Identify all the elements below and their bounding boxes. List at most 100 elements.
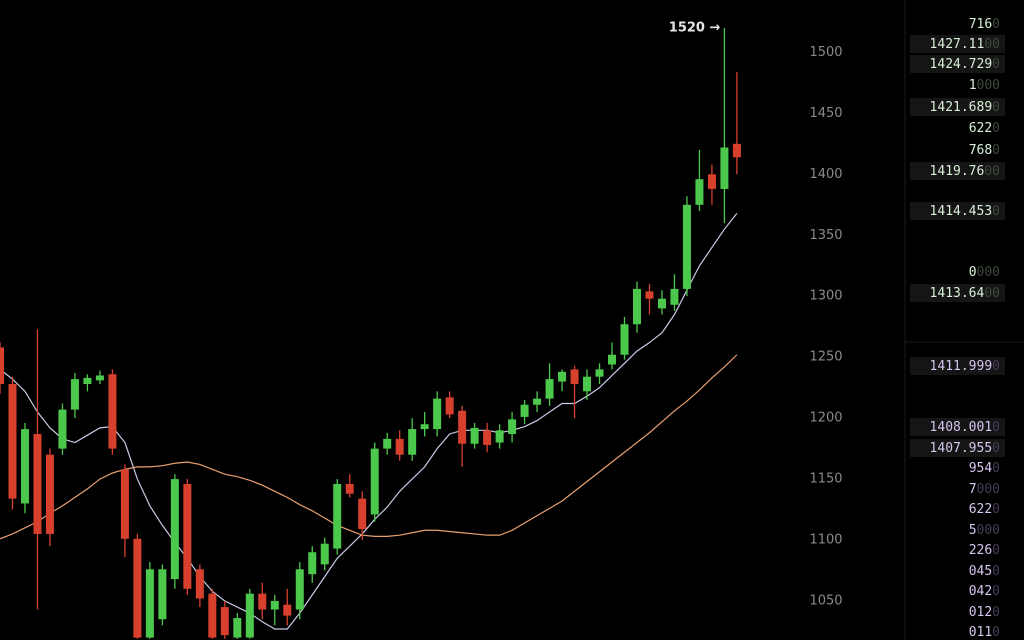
order-value: 6220 [969, 502, 1000, 517]
order-row: 7160 [969, 17, 1000, 32]
order-value-dim: 000 [977, 78, 1000, 93]
order-value: 1413.6400 [930, 286, 1000, 301]
row-highlight [910, 162, 1005, 180]
order-value-main: 1407.955 [930, 441, 993, 456]
candle-body [370, 448, 379, 515]
order-value-dim: 000 [977, 482, 1000, 497]
row-highlight [910, 418, 1005, 436]
order-value-main: 5 [969, 523, 977, 538]
order-value-dim: 0 [992, 625, 1000, 640]
order-value-main: 1419.76 [930, 164, 985, 179]
candle-body [58, 409, 67, 449]
candle-body [720, 147, 729, 189]
candle-body [45, 454, 54, 534]
order-row: 0450 [969, 564, 1000, 579]
candle-body [358, 498, 367, 530]
order-value-dim: 000 [977, 523, 1000, 538]
candle-body [645, 291, 654, 299]
order-value-main: 012 [969, 605, 992, 620]
order-value-main: 1414.453 [930, 204, 993, 219]
order-value-main: 768 [969, 143, 992, 158]
row-highlight [910, 439, 1005, 457]
order-value: 9540 [969, 461, 1000, 476]
order-value-main: 622 [969, 121, 992, 136]
order-row: 1411.9990 [910, 357, 1005, 375]
candle-body [383, 438, 392, 449]
order-row: 1419.7600 [910, 162, 1005, 180]
order-value-dim: 0 [992, 359, 1000, 374]
row-highlight [910, 98, 1005, 116]
candle-body [670, 288, 679, 305]
order-row: 1000 [969, 78, 1000, 93]
order-value: 1421.6890 [930, 100, 1000, 115]
candle-body [120, 469, 129, 539]
order-value: 0120 [969, 605, 1000, 620]
candle-body [308, 552, 317, 575]
row-highlight [910, 202, 1005, 220]
order-value-main: 042 [969, 584, 992, 599]
order-value-dim: 0 [992, 502, 1000, 517]
order-value: 1411.9990 [930, 359, 1000, 374]
candle-body [20, 429, 29, 504]
order-value-dim: 0 [992, 543, 1000, 558]
row-highlight [910, 284, 1005, 302]
order-value-dim: 00 [984, 37, 1000, 52]
annotation: 1520 → [669, 21, 721, 36]
order-row: 1413.6400 [910, 284, 1005, 302]
order-row: 6220 [969, 121, 1000, 136]
candle-body [8, 384, 17, 499]
order-row: 1424.7290 [910, 55, 1005, 73]
candle-body [632, 288, 641, 325]
candle-body [570, 369, 579, 384]
order-row: 0420 [969, 584, 1000, 599]
candle-body [657, 298, 666, 309]
order-row: 6220 [969, 502, 1000, 517]
order-row: 0000 [969, 265, 1000, 280]
order-value: 1414.4530 [930, 204, 1000, 219]
y-tick-label: 1150 [809, 472, 842, 487]
candle-body [33, 433, 42, 534]
order-value: 0420 [969, 584, 1000, 599]
candle-body [695, 179, 704, 205]
candle-body [433, 398, 442, 430]
candle-body [220, 607, 229, 636]
candle-body [170, 479, 179, 580]
candle-body [145, 569, 154, 638]
row-highlight [910, 35, 1005, 53]
y-tick-label: 1250 [809, 350, 842, 365]
candle-body [420, 424, 429, 430]
candle-body [520, 404, 529, 417]
order-value-main: 226 [969, 543, 992, 558]
candle-body [558, 371, 567, 382]
order-value-dim: 0 [992, 204, 1000, 219]
order-value-dim: 00 [984, 164, 1000, 179]
order-value-dim: 0 [992, 17, 1000, 32]
order-value-main: 045 [969, 564, 992, 579]
candle-body [133, 538, 142, 638]
row-highlight [910, 357, 1005, 375]
order-value-dim: 0 [992, 441, 1000, 456]
candle-body [508, 419, 517, 434]
order-value-main: 011 [969, 625, 992, 640]
order-row: 7680 [969, 143, 1000, 158]
order-value: 7160 [969, 17, 1000, 32]
candle-body [245, 593, 254, 638]
candle-body [0, 347, 4, 384]
order-value: 7000 [969, 482, 1000, 497]
order-value: 7680 [969, 143, 1000, 158]
y-tick-label: 1500 [809, 45, 842, 60]
order-value-main: 716 [969, 17, 992, 32]
candle-body [545, 379, 554, 399]
candle-body [395, 438, 404, 455]
candle-body [108, 374, 117, 449]
y-tick-label: 1100 [809, 533, 842, 548]
candle-body [495, 430, 504, 443]
y-tick-label: 1350 [809, 228, 842, 243]
candle-body [682, 204, 691, 289]
candle-body [158, 569, 167, 620]
row-highlight [910, 55, 1005, 73]
candle-body [295, 569, 304, 610]
candle-body [70, 379, 79, 410]
order-row: 0110 [969, 625, 1000, 640]
